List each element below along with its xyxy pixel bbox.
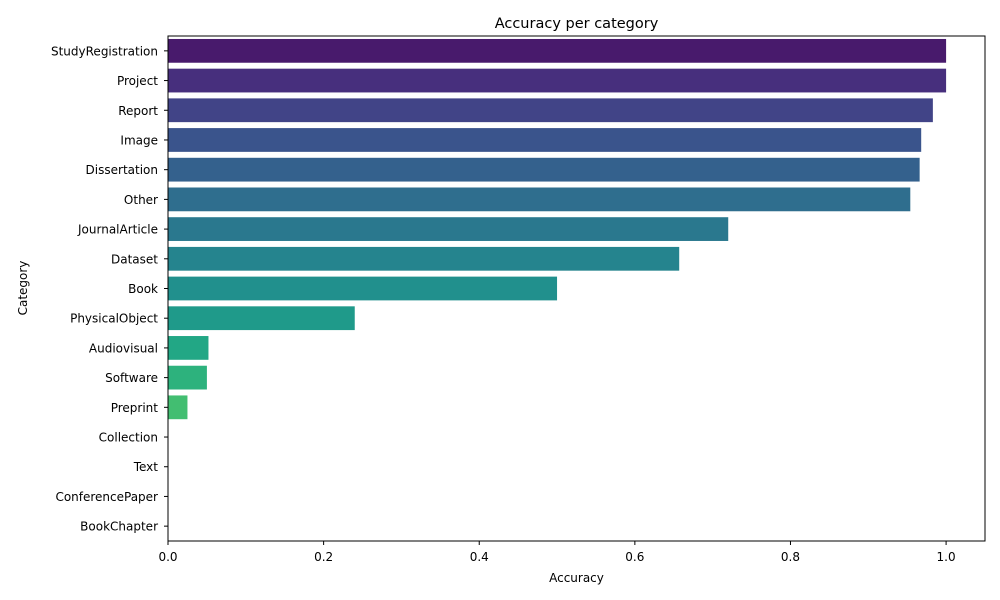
x-tick-label: 0.2	[314, 550, 333, 564]
bar-Dataset	[168, 246, 680, 271]
x-tick-label: 0.4	[470, 550, 489, 564]
y-tick-label: Image	[120, 133, 158, 147]
y-tick-label: Software	[105, 371, 158, 385]
plot-frame	[167, 35, 986, 542]
y-tick-label: Book	[128, 282, 158, 296]
x-tick-label: 0.8	[781, 550, 800, 564]
bar-Software	[168, 365, 207, 390]
bar-PhysicalObject	[168, 306, 355, 331]
y-tick-label: PhysicalObject	[70, 312, 158, 326]
y-tick-label: Project	[117, 74, 158, 88]
x-tick-label: 1.0	[937, 550, 956, 564]
bars-group	[168, 38, 947, 420]
bar-Image	[168, 128, 922, 152]
x-axis-ticks: 0.0 0.2 0.4 0.6 0.8 1.0	[158, 541, 956, 564]
y-tick-label: Dataset	[111, 252, 158, 266]
y-tick-label: JournalArticle	[77, 223, 158, 237]
y-tick-label: Report	[118, 104, 158, 118]
y-axis-label: Category	[16, 261, 30, 316]
x-tick-label: 0.0	[158, 550, 177, 564]
bar-Audiovisual	[168, 336, 209, 360]
bar-Book	[168, 276, 558, 301]
y-tick-label: Collection	[99, 431, 158, 445]
x-axis-label: Accuracy	[549, 571, 604, 585]
y-tick-label: Audiovisual	[89, 341, 158, 355]
bar-StudyRegistration	[168, 38, 947, 63]
bar-JournalArticle	[168, 217, 729, 241]
y-tick-label: Text	[133, 460, 159, 474]
chart-title: Accuracy per category	[495, 16, 659, 32]
y-tick-label: Dissertation	[86, 163, 158, 177]
x-tick-label: 0.6	[625, 550, 644, 564]
y-tick-label: StudyRegistration	[51, 44, 158, 58]
y-tick-label: ConferencePaper	[55, 490, 158, 504]
y-tick-label: Preprint	[111, 401, 159, 415]
bar-Preprint	[168, 395, 188, 420]
bar-Other	[168, 187, 911, 212]
y-axis-ticks: StudyRegistration Project Report Image Disse…	[51, 44, 168, 534]
y-tick-label: BookChapter	[80, 520, 158, 534]
bar-Dissertation	[168, 157, 920, 182]
y-tick-label: Other	[124, 193, 158, 207]
bar-Report	[168, 98, 933, 123]
bar-Project	[168, 68, 947, 93]
